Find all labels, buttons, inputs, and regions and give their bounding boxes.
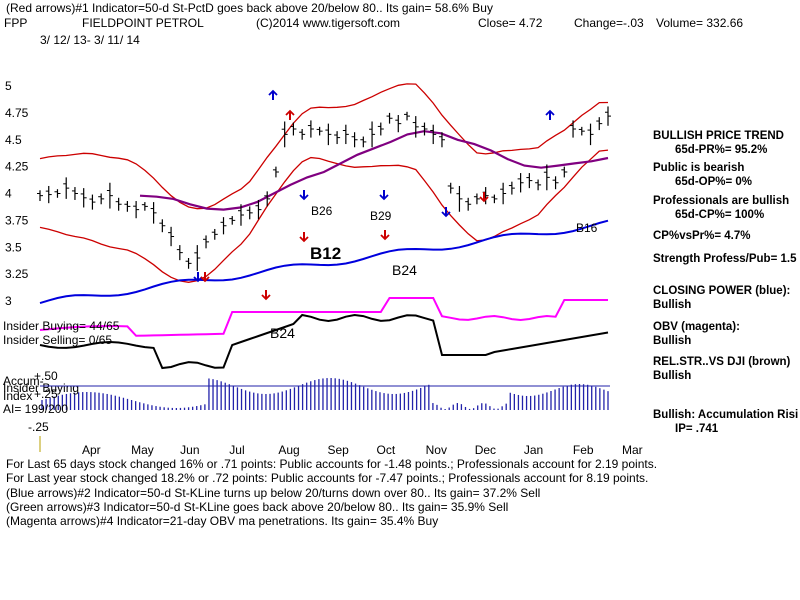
y-tick-label: 3.25 [5, 267, 29, 281]
footer-line2: For Last year stock changed 18.2% or .72… [6, 471, 648, 485]
upper-band [39, 83, 609, 210]
close-value: Close= 4.72 [478, 16, 543, 30]
x-axis: Apr May Jun Jul Aug Sep Oct Nov Dec Jan Feb Mar [82, 443, 643, 457]
relstr-line [39, 313, 609, 370]
x-tick-label: Apr [82, 443, 101, 457]
x-tick-label: Sep [327, 443, 349, 457]
volume-value: Volume= 332.66 [656, 16, 743, 30]
accum-label: Accum- [3, 374, 44, 388]
minus25-label: -.25 [28, 420, 49, 434]
closing-power-label: CLOSING POWER (blue): [653, 285, 790, 297]
annotation-b24-low: B24 [270, 325, 295, 341]
obv-line [39, 297, 608, 337]
plus50-label: +.50 [34, 369, 58, 383]
x-tick-label: Mar [622, 443, 643, 457]
index-label: Index [3, 389, 32, 403]
y-tick-label: 4.75 [5, 106, 29, 120]
y-tick-label: 4 [5, 187, 12, 201]
x-tick-label: Jul [229, 443, 244, 457]
trend-title: BULLISH PRICE TREND [653, 130, 784, 142]
x-tick-label: May [131, 443, 154, 457]
signal-arrow-head [268, 89, 278, 96]
ticker: FPP [4, 16, 27, 30]
signal-arrow-head [479, 196, 489, 203]
annotation-b24: B24 [392, 262, 417, 278]
x-tick-label: Dec [475, 443, 496, 457]
closing-power-value: Bullish [653, 299, 691, 311]
x-tick-label: Oct [377, 443, 396, 457]
relstr-value: Bullish [653, 370, 691, 382]
signal-arrow-head [299, 236, 309, 243]
relstr-path [39, 313, 609, 370]
x-tick-label: Feb [573, 443, 594, 457]
annotation-b16: B16 [576, 221, 598, 235]
public-text: Public is bearish [653, 162, 744, 174]
signal-arrow-head [441, 211, 451, 218]
y-tick-label: 4.25 [5, 160, 29, 174]
copyright: (C)2014 www.tigersoft.com [256, 16, 400, 30]
insider-selling: Insider Selling= 0/65 [3, 333, 112, 347]
insider-buying: Insider Buying= 44/65 [3, 319, 120, 333]
moving-average [139, 130, 609, 211]
signal-arrow-head [285, 109, 295, 116]
y-tick-label: 5 [5, 79, 12, 93]
y-tick-label: 3.5 [5, 240, 22, 254]
closing-power-line [39, 219, 609, 305]
y-tick-label: 3 [5, 294, 12, 308]
pr-value: 65d-PR%= 95.2% [675, 144, 767, 156]
signal-arrow-head [200, 276, 210, 283]
y-tick-label: 4.5 [5, 133, 22, 147]
cp-value: 65d-CP%= 100% [675, 209, 764, 221]
right-panel: BULLISH PRICE TREND 65d-PR%= 95.2% Publi… [653, 130, 798, 435]
signal-arrow-head [380, 234, 390, 241]
header-line1: (Red arrows)#1 Indicator=50-d St-PctD go… [6, 1, 493, 15]
price-bars [37, 106, 611, 271]
plus25-label: +.25 [34, 387, 58, 401]
cpvspr-value: CP%vsPr%= 4.7% [653, 230, 751, 242]
obv-label: OBV (magenta): [653, 321, 740, 333]
accum-text: Bullish: Accumulation Risi [653, 409, 798, 421]
annotation-b26: B26 [311, 204, 333, 218]
annotation-b12: B12 [310, 244, 341, 263]
ma-line [139, 130, 609, 211]
x-tick-label: Jan [524, 443, 543, 457]
annotation-b29: B29 [370, 209, 392, 223]
x-tick-label: Aug [278, 443, 299, 457]
signal-arrow-head [299, 194, 309, 201]
footer-line1: For Last 65 days stock changed 16% or .7… [6, 457, 657, 471]
closing-power-path [39, 219, 609, 305]
relstr-label: REL.STR..VS DJI (brown) [653, 356, 791, 368]
date-range: 3/ 12/ 13- 3/ 11/ 14 [40, 33, 140, 47]
signal-arrow-head [193, 276, 203, 283]
footer-line3: (Blue arrows)#2 Indicator=50-d St-KLine … [6, 486, 540, 500]
signal-arrows [193, 89, 555, 301]
footer-line5: (Magenta arrows)#4 Indicator=21-day OBV … [6, 514, 438, 528]
x-tick-label: Nov [426, 443, 447, 457]
y-axis: 5 4.75 4.5 4.25 4 3.75 3.5 3.25 3 [5, 79, 29, 308]
y-tick-label: 3.75 [5, 213, 29, 227]
accumulation-bars [41, 378, 609, 410]
footer-line4: (Green arrows)#3 Indicator=50-d St-KLine… [6, 500, 508, 514]
op-value: 65d-OP%= 0% [675, 176, 752, 188]
lower-band [39, 149, 609, 283]
obv-value: Bullish [653, 335, 691, 347]
obv-path [39, 297, 608, 337]
ip-value: IP= .741 [675, 423, 719, 435]
strength-value: Strength Profess/Pub= 1.5 [653, 253, 797, 265]
insider-buying-index-label: Insider Buying [3, 381, 79, 395]
signal-arrow-head [545, 109, 555, 116]
ai-value: AI= 199/200 [3, 402, 68, 416]
signal-arrow-head [261, 294, 271, 301]
x-tick-label: Jun [180, 443, 199, 457]
change-value: Change=-.03 [574, 16, 644, 30]
company-name: FIELDPOINT PETROL [82, 16, 204, 30]
signal-arrow-head [379, 194, 389, 201]
bollinger-bands [39, 83, 609, 283]
pros-text: Professionals are bullish [653, 195, 789, 207]
